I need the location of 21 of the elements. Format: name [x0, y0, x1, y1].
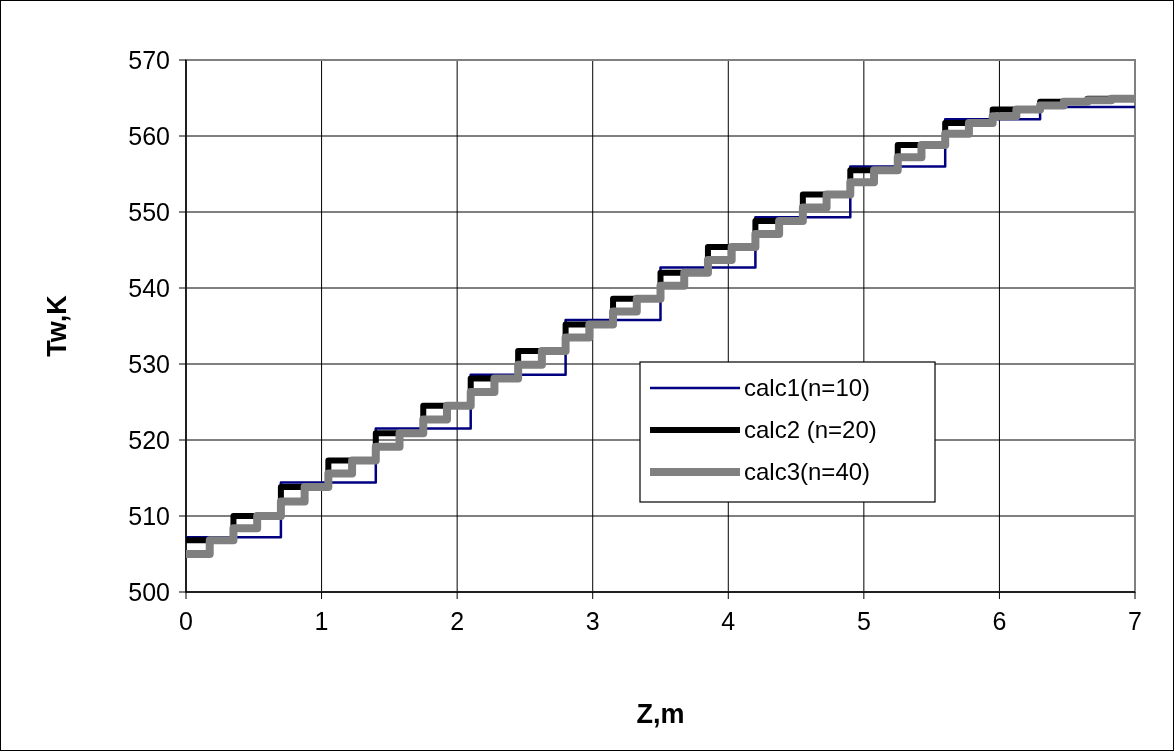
y-tick-label: 530: [128, 349, 170, 378]
x-tick-label: 0: [179, 607, 193, 635]
x-tick-label: 5: [856, 607, 871, 635]
x-tick-label: 6: [992, 607, 1007, 635]
y-tick-label: 510: [128, 501, 170, 530]
y-axis-title: Tw,K: [42, 294, 72, 357]
legend-label: calc3(n=40): [744, 458, 871, 486]
x-tick-label: 2: [450, 607, 465, 635]
x-tick-label: 3: [585, 607, 600, 635]
y-tick-label: 520: [128, 425, 170, 454]
x-tick-label: 4: [721, 607, 736, 635]
x-tick-label: 7: [1128, 607, 1142, 635]
x-tick-label: 1: [314, 607, 329, 635]
x-axis-title: Z,m: [636, 699, 685, 729]
legend-label: calc2 (n=20): [744, 416, 877, 444]
y-tick-label: 570: [128, 45, 170, 74]
y-tick-label: 500: [128, 577, 170, 606]
y-tick-label: 550: [128, 197, 170, 226]
y-tick-label: 560: [128, 121, 170, 150]
legend-label: calc1(n=10): [744, 374, 871, 402]
y-tick-label: 540: [128, 273, 170, 302]
